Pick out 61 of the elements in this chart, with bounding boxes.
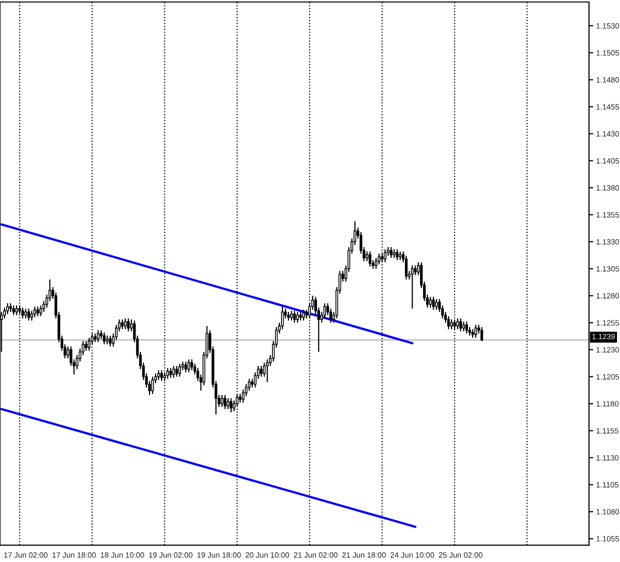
candlestick (390, 246, 392, 258)
candlestick (184, 361, 188, 373)
candlestick (30, 310, 34, 322)
candlestick (151, 376, 154, 395)
candlestick (24, 308, 27, 319)
candlestick (175, 365, 178, 378)
candlestick (224, 394, 226, 410)
candlestick (368, 250, 372, 268)
candlestick (102, 332, 106, 345)
candlestick (39, 304, 42, 317)
candlestick (465, 321, 468, 334)
candlestick (462, 321, 465, 332)
candlestick (480, 326, 484, 342)
candlestick (187, 358, 190, 373)
candlestick (226, 398, 230, 410)
candlestick (160, 370, 163, 382)
candlestick (169, 368, 172, 378)
candlestick (281, 306, 284, 330)
candlestick (6, 302, 9, 315)
candlestick (157, 370, 160, 380)
candlestick (447, 316, 450, 330)
candlestick (260, 365, 263, 378)
candlestick (15, 304, 18, 316)
candlestick (127, 318, 130, 332)
candlestick (124, 318, 127, 330)
candlestick (414, 264, 417, 276)
candlestick (66, 346, 70, 359)
candlestick (296, 311, 299, 324)
candlestick (323, 302, 326, 319)
candlestick (293, 310, 296, 324)
candlestick (27, 308, 30, 322)
candlestick (84, 340, 88, 352)
candlestick (96, 330, 100, 343)
candlestick (374, 257, 378, 270)
candlestick (396, 248, 399, 261)
candlestick (108, 335, 112, 348)
candlestick (474, 324, 478, 338)
candlestick (266, 358, 269, 383)
candlestick (190, 358, 194, 371)
candlestick (456, 318, 459, 330)
candlestick (429, 296, 432, 308)
candlestick (450, 318, 453, 330)
candlestick (36, 306, 40, 317)
candlestick (459, 318, 462, 332)
candlestick (106, 335, 109, 345)
candlestick (404, 255, 408, 280)
candlestick (410, 264, 414, 310)
candlestick (366, 250, 368, 262)
candlestick (220, 394, 224, 408)
candlestick (230, 398, 232, 413)
candlestick (172, 365, 176, 378)
candlestick (378, 253, 380, 265)
candlestick (33, 306, 36, 318)
candlestick (432, 296, 435, 310)
candlestick (471, 328, 474, 338)
candlestick (12, 304, 15, 316)
candlestick (121, 318, 124, 330)
candlestick (435, 298, 438, 310)
candlestick (178, 363, 182, 378)
candlestick (302, 309, 305, 322)
candlestick (290, 310, 293, 322)
